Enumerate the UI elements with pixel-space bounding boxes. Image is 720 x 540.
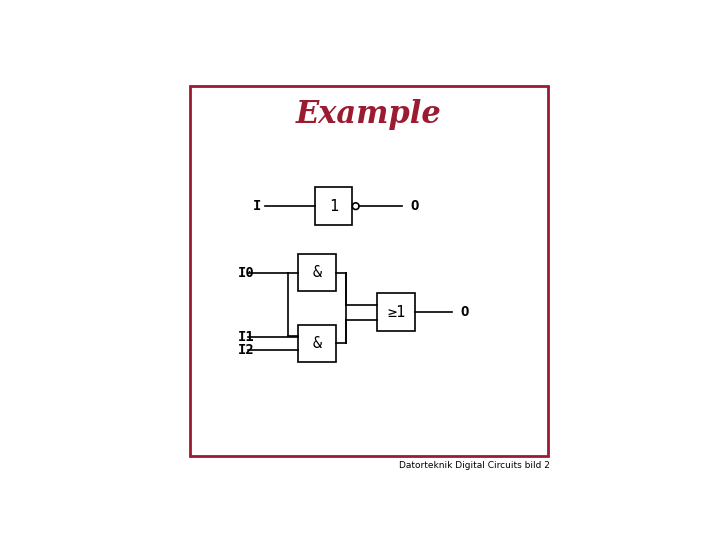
Text: I: I xyxy=(253,199,261,213)
Text: I0: I0 xyxy=(238,266,255,280)
Bar xyxy=(298,254,336,292)
Text: Example: Example xyxy=(296,99,442,130)
Text: Datorteknik Digital Circuits bild 2: Datorteknik Digital Circuits bild 2 xyxy=(399,461,550,470)
Text: ≥1: ≥1 xyxy=(387,305,405,320)
Bar xyxy=(298,325,336,362)
Circle shape xyxy=(352,203,359,210)
Text: &: & xyxy=(312,265,322,280)
Text: I2: I2 xyxy=(238,343,255,357)
Text: &: & xyxy=(312,336,322,351)
Text: 1: 1 xyxy=(329,199,338,214)
Bar xyxy=(315,187,352,225)
Text: O: O xyxy=(461,305,469,319)
Bar xyxy=(377,294,415,331)
Text: I1: I1 xyxy=(238,329,255,343)
Text: O: O xyxy=(410,199,419,213)
Bar xyxy=(190,85,548,456)
